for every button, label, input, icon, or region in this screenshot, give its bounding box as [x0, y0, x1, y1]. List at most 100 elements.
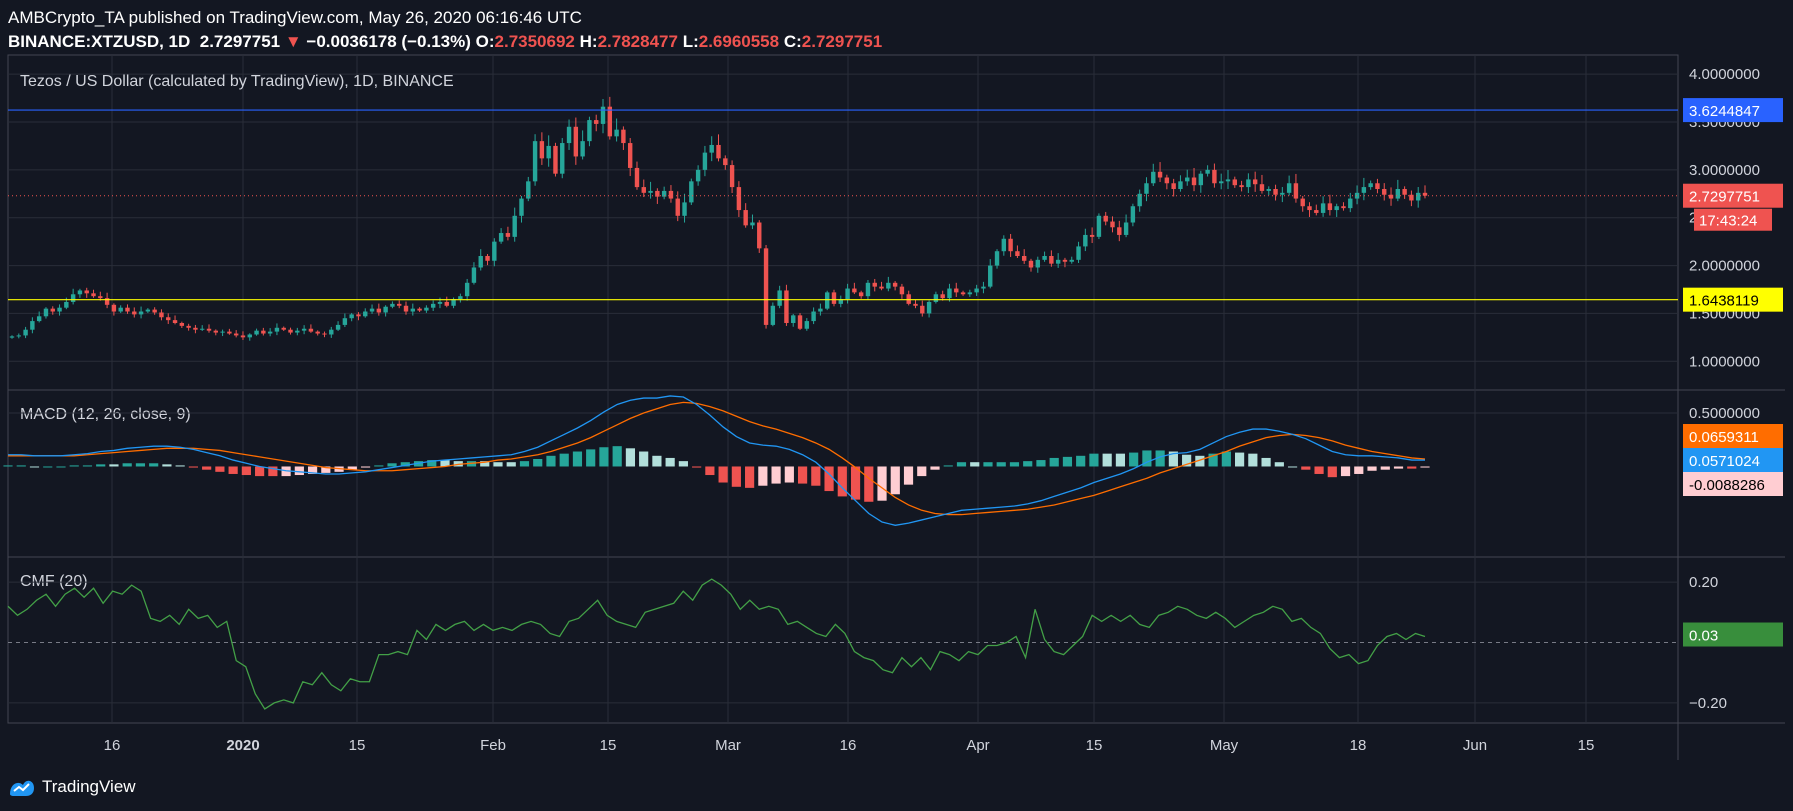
cmf-value-label: 0.03: [1689, 628, 1718, 645]
candle-body: [1320, 203, 1326, 213]
resistance-label: 3.6244847: [1689, 103, 1760, 120]
candle-body: [308, 328, 314, 332]
candle-body: [858, 292, 864, 297]
macd-histogram-bar: [1407, 466, 1417, 469]
macd-histogram-bar: [149, 463, 159, 467]
candle-body: [200, 328, 205, 330]
candle-body: [16, 335, 21, 337]
candle-body: [1286, 183, 1292, 193]
macd-histogram-bar: [480, 461, 490, 467]
candle-body: [967, 292, 973, 295]
candle-body: [791, 315, 796, 323]
candle-body: [1001, 238, 1007, 252]
candle-body: [335, 324, 341, 330]
macd-histogram-bar: [1367, 466, 1377, 471]
cmf-pane-title: CMF (20): [20, 573, 88, 590]
candle-body: [797, 315, 803, 329]
price-tick-label: 4.0000000: [1689, 66, 1760, 83]
high-label: H:: [579, 32, 598, 51]
candle-body: [838, 299, 843, 304]
candle-body: [1021, 256, 1027, 261]
candle-body: [30, 321, 35, 330]
candle-body: [988, 265, 993, 287]
candle-body: [1103, 215, 1108, 222]
macd-histogram-bar: [1009, 462, 1020, 467]
tradingview-brand[interactable]: TradingView: [8, 772, 136, 802]
candle-body: [954, 288, 959, 293]
candle-body: [655, 190, 660, 197]
candle-body: [920, 305, 925, 314]
candle-body: [1259, 184, 1265, 191]
symbol-label: BINANCE:XTZUSD, 1D: [8, 32, 191, 51]
candle-body: [281, 327, 286, 330]
candle-body: [478, 256, 483, 268]
candle-body: [70, 294, 76, 302]
x-tick-label: 16: [840, 737, 857, 754]
candle-body: [186, 325, 191, 328]
candle-body: [750, 222, 755, 226]
candle-body: [682, 202, 687, 216]
macd-histogram-bar: [387, 463, 397, 467]
close-value: 2.7297751: [801, 32, 883, 51]
macd-histogram-bar: [215, 466, 225, 472]
macd-histogram-bar: [586, 449, 596, 467]
macd-histogram-bar: [1327, 466, 1337, 478]
candle-body: [879, 286, 884, 289]
candle-body: [1042, 256, 1047, 260]
candle-body: [546, 145, 551, 159]
candle-body: [1178, 181, 1183, 189]
candle-body: [716, 144, 721, 159]
price-tick-label: 3.0000000: [1689, 162, 1760, 179]
candle-body: [947, 288, 952, 299]
macd-histogram-bar: [1195, 455, 1205, 467]
candle-body: [213, 330, 219, 333]
macd-histogram-bar: [996, 462, 1006, 467]
candle-body: [1198, 173, 1204, 186]
macd-histogram-bar: [360, 466, 371, 468]
macd-histogram-bar: [1155, 450, 1165, 467]
macd-histogram-bar: [890, 466, 900, 495]
macd-histogram-bar: [1235, 452, 1245, 467]
candle-body: [471, 267, 477, 283]
candle-body: [315, 331, 320, 334]
macd-histogram-bar: [228, 466, 238, 474]
candle-body: [342, 318, 348, 325]
candle-body: [960, 292, 966, 295]
macd-histogram-bar: [903, 466, 914, 485]
candle-body: [390, 303, 395, 307]
macd-histogram-bar: [784, 466, 794, 483]
x-tick-label: 15: [1086, 737, 1103, 754]
x-tick-label: 18: [1350, 737, 1367, 754]
candle-body: [627, 143, 633, 168]
candle-body: [580, 141, 585, 157]
macd-histogram-bar: [559, 453, 569, 467]
candle-body: [553, 145, 558, 174]
down-arrow-icon: ▼: [284, 32, 302, 51]
candle-body: [723, 158, 728, 166]
macd-histogram-bar: [122, 463, 132, 467]
low-value: 2.6960558: [698, 32, 780, 51]
candle-body: [166, 317, 171, 321]
price-tick-label: 1.0000000: [1689, 353, 1760, 370]
macd-histogram-bar: [1076, 455, 1086, 467]
candle-body: [1117, 227, 1122, 235]
candle-body: [804, 321, 810, 329]
macd-histogram-bar: [82, 465, 93, 467]
macd-histogram-bar: [202, 466, 212, 470]
x-tick-label: 15: [1578, 737, 1595, 754]
candle-body: [458, 296, 463, 300]
candle-body: [981, 286, 986, 289]
price-pane-title: Tezos / US Dollar (calculated by Trading…: [20, 73, 454, 90]
support-label-bg: [1683, 287, 1783, 312]
ohlc-line: BINANCE:XTZUSD, 1D 2.7297751 ▼ −0.003617…: [8, 30, 882, 54]
publisher-line: AMBCrypto_TA published on TradingView.co…: [8, 8, 582, 27]
macd-histogram-bar: [758, 466, 768, 486]
macd-histogram-bar: [16, 465, 26, 467]
macd-histogram-bar: [718, 466, 728, 483]
candle-body: [702, 152, 708, 170]
macd-histogram-bar: [1062, 456, 1073, 467]
candle-body: [729, 165, 735, 188]
candle-body: [295, 330, 300, 333]
macd-histogram-bar: [255, 466, 265, 477]
